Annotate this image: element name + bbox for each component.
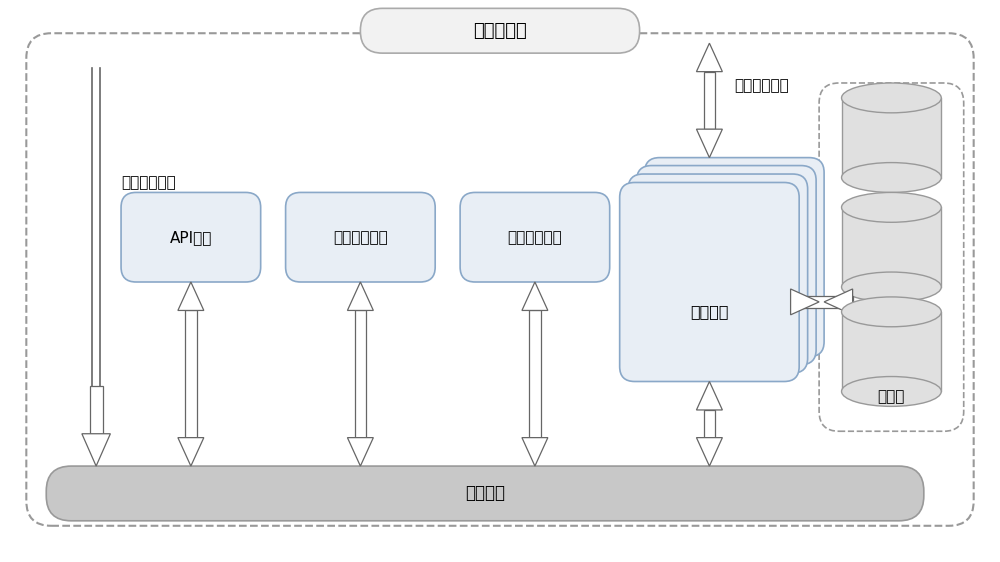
Text: 云平台服务: 云平台服务: [473, 22, 527, 40]
Polygon shape: [355, 310, 366, 438]
FancyBboxPatch shape: [645, 157, 824, 357]
Polygon shape: [704, 410, 715, 438]
Polygon shape: [696, 382, 722, 410]
Text: 任务调度服务: 任务调度服务: [508, 230, 562, 244]
FancyBboxPatch shape: [360, 8, 640, 53]
Polygon shape: [529, 310, 541, 438]
Ellipse shape: [842, 83, 941, 113]
Polygon shape: [842, 207, 941, 287]
FancyBboxPatch shape: [286, 192, 435, 282]
Polygon shape: [82, 434, 110, 466]
Ellipse shape: [842, 162, 941, 192]
Ellipse shape: [842, 192, 941, 223]
Polygon shape: [185, 310, 197, 438]
Polygon shape: [522, 438, 548, 466]
Text: 消息队列: 消息队列: [465, 484, 505, 502]
FancyBboxPatch shape: [628, 174, 808, 373]
Text: API服务: API服务: [170, 230, 212, 244]
FancyBboxPatch shape: [46, 466, 924, 521]
Ellipse shape: [842, 272, 941, 302]
Text: 消息通知服务: 消息通知服务: [333, 230, 388, 244]
Polygon shape: [696, 438, 722, 466]
Ellipse shape: [842, 297, 941, 327]
Polygon shape: [842, 98, 941, 178]
FancyBboxPatch shape: [26, 33, 974, 526]
Text: 数据库: 数据库: [878, 389, 905, 404]
FancyBboxPatch shape: [121, 192, 261, 282]
Polygon shape: [696, 43, 722, 71]
FancyBboxPatch shape: [620, 183, 799, 382]
FancyBboxPatch shape: [460, 192, 610, 282]
Polygon shape: [824, 289, 853, 315]
Polygon shape: [347, 282, 373, 310]
Ellipse shape: [842, 377, 941, 406]
Polygon shape: [178, 438, 204, 466]
FancyBboxPatch shape: [637, 166, 816, 365]
FancyBboxPatch shape: [819, 83, 964, 431]
Polygon shape: [791, 296, 853, 308]
Text: 计费引擎: 计费引擎: [690, 305, 729, 319]
Polygon shape: [842, 312, 941, 392]
Polygon shape: [178, 282, 204, 310]
Text: 获取资源用量: 获取资源用量: [734, 78, 789, 93]
Polygon shape: [704, 71, 715, 129]
Polygon shape: [90, 387, 103, 434]
Polygon shape: [791, 289, 819, 315]
Polygon shape: [696, 129, 722, 157]
Polygon shape: [347, 438, 373, 466]
Polygon shape: [522, 282, 548, 310]
Text: 资源更新事件: 资源更新事件: [121, 175, 176, 190]
